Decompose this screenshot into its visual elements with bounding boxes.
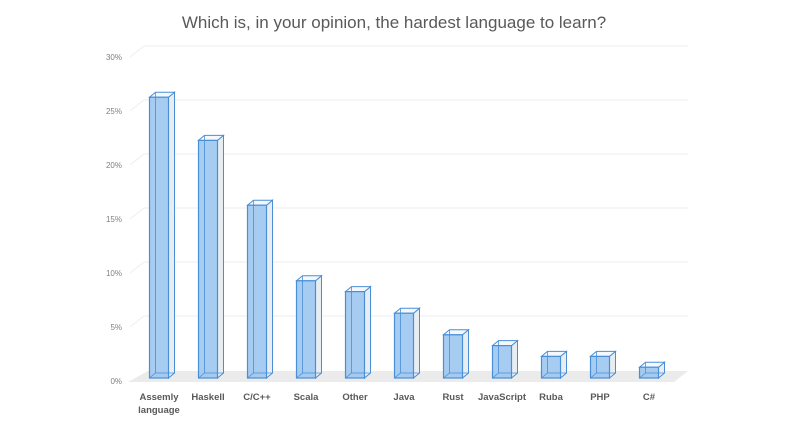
y-tick-label: 10% xyxy=(106,269,122,278)
x-category-label: Other xyxy=(342,392,368,403)
bar xyxy=(638,361,666,380)
x-category-label-line: C# xyxy=(643,392,656,403)
bar-side xyxy=(315,274,322,380)
x-category-label-line: Ruba xyxy=(539,392,563,403)
gridline xyxy=(129,207,688,220)
bar xyxy=(295,274,323,380)
x-category-label-line: Haskell xyxy=(191,392,224,403)
gridline xyxy=(129,315,688,328)
y-axis-ticks: 0% 5% 10% 15% 20% 25% 30% xyxy=(106,53,122,386)
y-tick-label: 30% xyxy=(106,53,122,62)
x-category-label: C# xyxy=(643,392,656,403)
gridline xyxy=(129,153,688,166)
bar-front xyxy=(491,345,513,379)
bar-front xyxy=(589,355,611,379)
bar xyxy=(393,307,421,380)
y-tick-label: 20% xyxy=(106,161,122,170)
x-category-label: Java xyxy=(393,392,415,403)
x-category-label: Scala xyxy=(294,392,320,403)
bar-front xyxy=(344,291,366,379)
x-category-label-line: Other xyxy=(342,392,368,403)
bar xyxy=(491,339,519,380)
bar xyxy=(344,285,372,380)
bar xyxy=(197,134,225,380)
y-tick-label: 0% xyxy=(110,377,122,386)
bar-side xyxy=(217,134,224,380)
bar-side xyxy=(511,339,518,380)
x-category-label: Haskell xyxy=(191,392,224,403)
bars xyxy=(148,91,666,380)
gridline xyxy=(129,45,688,58)
x-category-label: Ruba xyxy=(539,392,563,403)
bar-side xyxy=(168,91,175,380)
x-category-label: Rust xyxy=(442,392,464,403)
x-category-label-line: Java xyxy=(393,392,415,403)
gridline xyxy=(129,261,688,274)
bar-front xyxy=(442,334,464,379)
x-category-label-line: PHP xyxy=(590,392,610,403)
bar-side xyxy=(462,328,469,380)
gridline xyxy=(129,99,688,112)
x-category-label: Assemly language xyxy=(138,392,180,416)
x-category-label: C/C++ xyxy=(243,392,271,403)
x-category-label: PHP xyxy=(590,392,610,403)
bar-front xyxy=(148,96,170,379)
x-category-label-line: C/C++ xyxy=(243,392,271,403)
bar xyxy=(540,350,568,380)
y-tick-label: 25% xyxy=(106,107,122,116)
bar xyxy=(246,199,274,380)
chart-title: Which is, in your opinion, the hardest l… xyxy=(182,13,606,32)
x-category-label-line: Rust xyxy=(442,392,464,403)
x-category-label: JavaScript xyxy=(478,392,527,403)
x-category-label-line: language xyxy=(138,405,180,416)
bar-front xyxy=(393,312,415,379)
x-category-label-line: Scala xyxy=(294,392,320,403)
gridlines xyxy=(129,45,688,328)
bar-front xyxy=(295,280,317,379)
bar xyxy=(148,91,176,380)
bar-side xyxy=(266,199,273,380)
y-tick-label: 15% xyxy=(106,215,122,224)
bar-front xyxy=(246,204,268,379)
bar-front xyxy=(540,355,562,379)
bar xyxy=(442,328,470,380)
x-category-label-line: Assemly xyxy=(139,392,179,403)
bar-side xyxy=(413,307,420,380)
x-category-label-line: JavaScript xyxy=(478,392,527,403)
bar xyxy=(589,350,617,380)
bar-side xyxy=(364,285,371,380)
bar-front xyxy=(197,139,219,379)
y-tick-label: 5% xyxy=(110,323,122,332)
x-axis-labels: Assemly language Haskell C/C++ Scala Other Jav… xyxy=(138,392,656,416)
